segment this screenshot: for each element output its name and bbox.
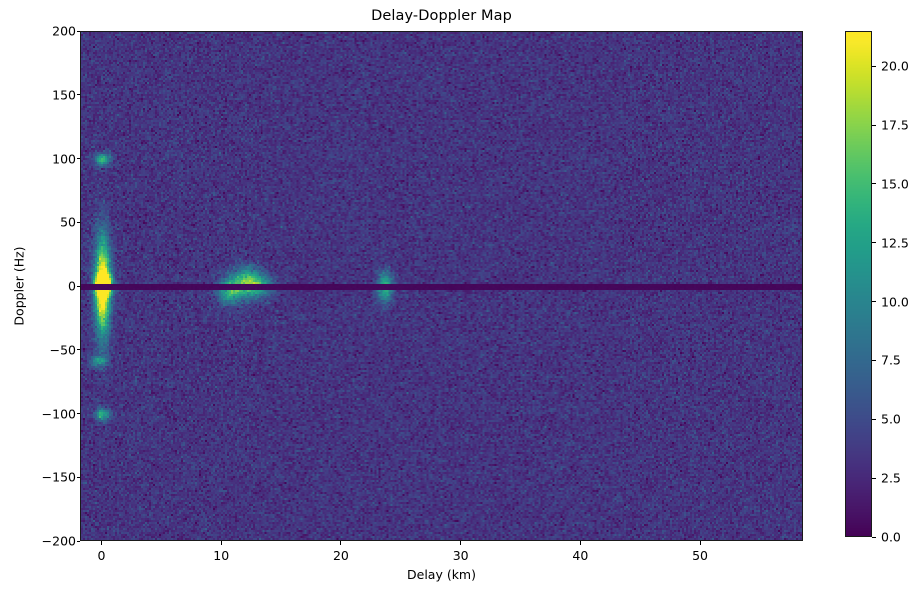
y-tick-mark bbox=[76, 476, 80, 478]
colorbar-tick-mark bbox=[872, 359, 876, 361]
y-tick-label: 150 bbox=[52, 87, 76, 103]
colorbar-tick-mark bbox=[872, 65, 876, 67]
x-tick-mark bbox=[460, 541, 462, 545]
y-tick-label: −100 bbox=[41, 406, 76, 421]
y-tick-mark bbox=[76, 158, 80, 159]
colorbar-tick-label: 12.5 bbox=[881, 235, 909, 251]
y-tick-mark bbox=[76, 30, 80, 32]
x-tick-label: 20 bbox=[332, 548, 349, 563]
y-tick-mark bbox=[76, 221, 80, 223]
x-tick-label: 0 bbox=[97, 548, 106, 563]
colorbar-tick-mark bbox=[872, 301, 876, 303]
colorbar-gradient bbox=[846, 32, 871, 536]
colorbar-tick-mark bbox=[872, 477, 876, 479]
heatmap-axes[interactable] bbox=[80, 31, 803, 541]
colorbar-tick-mark bbox=[872, 242, 876, 244]
x-tick-label: 10 bbox=[213, 548, 230, 563]
y-tick-label: −50 bbox=[49, 342, 76, 358]
colorbar-tick-label: 5.0 bbox=[881, 411, 901, 427]
y-tick-label: −150 bbox=[41, 469, 76, 485]
colorbar[interactable] bbox=[845, 31, 872, 537]
y-tick-label: 0 bbox=[68, 278, 76, 294]
y-tick-mark bbox=[76, 540, 80, 542]
colorbar-tick-mark bbox=[872, 183, 876, 185]
y-tick-mark bbox=[76, 285, 80, 287]
y-tick-label: 200 bbox=[52, 23, 76, 39]
colorbar-tick-mark bbox=[872, 536, 876, 538]
x-tick-label: 40 bbox=[572, 548, 589, 563]
colorbar-tick-label: 10.0 bbox=[881, 294, 909, 310]
y-axis-label: Doppler (Hz) bbox=[11, 246, 27, 326]
x-tick-mark bbox=[579, 541, 581, 545]
x-tick-mark bbox=[340, 541, 342, 545]
colorbar-tick-mark bbox=[872, 124, 876, 126]
y-tick-mark bbox=[76, 413, 80, 414]
y-tick-label: 100 bbox=[52, 151, 76, 166]
y-tick-label: 50 bbox=[60, 214, 76, 230]
delay-doppler-heatmap bbox=[81, 32, 802, 540]
x-tick-mark bbox=[699, 541, 701, 545]
x-tick-label: 30 bbox=[452, 548, 469, 563]
colorbar-tick-label: 17.5 bbox=[881, 117, 909, 133]
colorbar-tick-label: 15.0 bbox=[881, 176, 909, 192]
colorbar-tick-label: 0.0 bbox=[881, 529, 901, 545]
x-tick-mark bbox=[220, 541, 222, 545]
y-tick-mark bbox=[76, 94, 80, 96]
colorbar-tick-mark bbox=[872, 418, 876, 420]
colorbar-tick-label: 2.5 bbox=[881, 470, 901, 486]
page-title: Delay-Doppler Map bbox=[371, 8, 512, 24]
x-axis-label: Delay (km) bbox=[407, 567, 476, 582]
y-tick-label: −200 bbox=[41, 533, 76, 549]
y-tick-mark bbox=[76, 349, 80, 351]
x-tick-mark bbox=[101, 541, 103, 545]
colorbar-tick-label: 20.0 bbox=[881, 58, 909, 74]
colorbar-tick-label: 7.5 bbox=[881, 352, 901, 368]
x-tick-label: 50 bbox=[692, 548, 708, 563]
